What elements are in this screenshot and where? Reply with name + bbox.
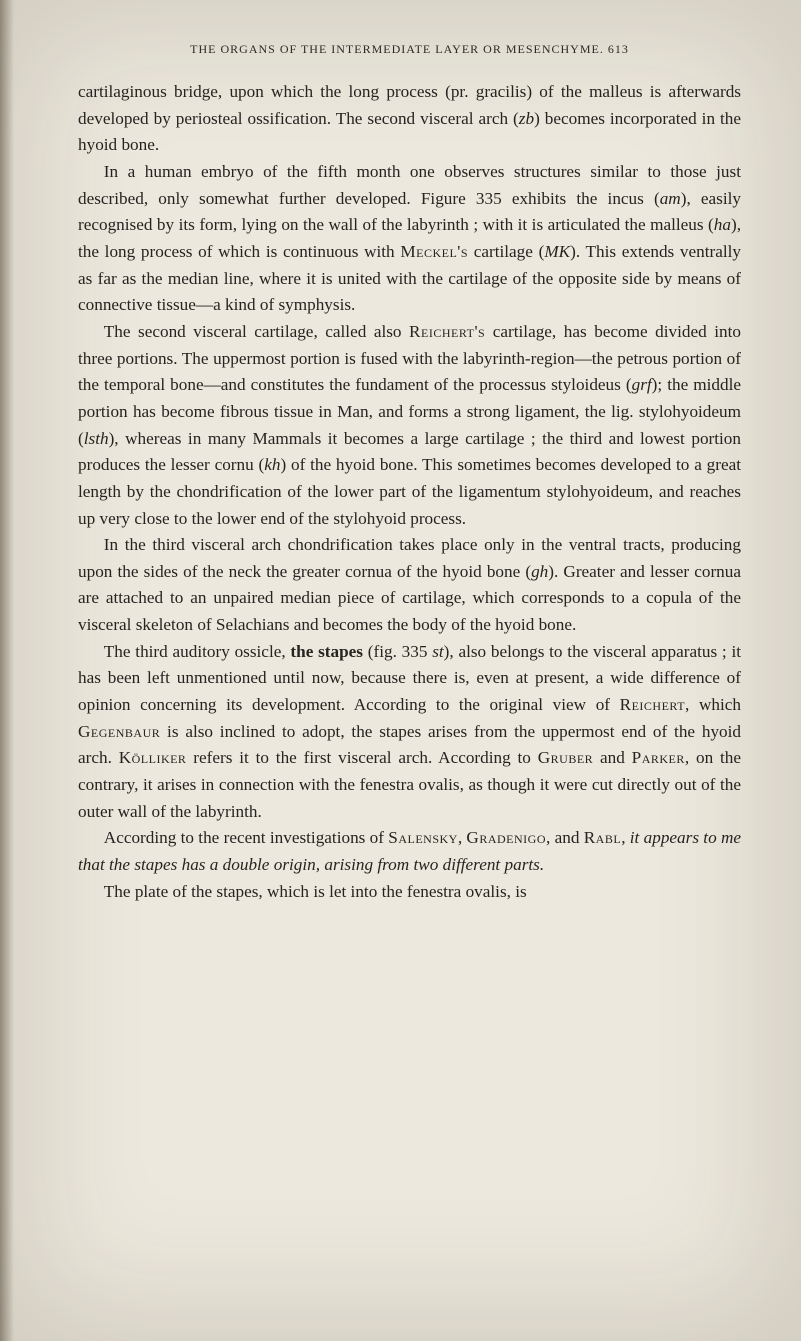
text: , <box>621 828 630 847</box>
abbrev-zb: zb <box>519 109 534 128</box>
text: , which <box>685 695 741 714</box>
paragraph-6: According to the recent investigations o… <box>78 825 741 878</box>
text: (fig. 335 <box>363 642 432 661</box>
abbrev-lsth: lsth <box>84 429 109 448</box>
abbrev-mk: MK <box>544 242 570 261</box>
name-reichert-2: Reichert <box>620 695 685 714</box>
abbrev-ha: ha <box>714 215 731 234</box>
name-kolliker: Kölliker <box>119 748 187 767</box>
name-salensky: Salensky <box>388 828 458 847</box>
paragraph-3: The second visceral cartilage, called al… <box>78 319 741 532</box>
body-text: cartilaginous bridge, upon which the lon… <box>78 79 741 905</box>
name-reichert: Reichert's <box>409 322 485 341</box>
page-header: THE ORGANS OF THE INTERMEDIATE LAYER OR … <box>78 42 741 57</box>
name-gruber: Gruber <box>538 748 593 767</box>
bold-stapes: the stapes <box>290 642 363 661</box>
paragraph-5: The third auditory ossicle, the stapes (… <box>78 639 741 826</box>
paragraph-7: The plate of the stapes, which is let in… <box>78 879 741 906</box>
name-meckel: Meckel's <box>400 242 468 261</box>
name-gegenbaur: Gegenbaur <box>78 722 160 741</box>
text: The second visceral cartilage, called al… <box>104 322 409 341</box>
text: and <box>593 748 631 767</box>
abbrev-grf: grf <box>632 375 652 394</box>
page-edge-shadow <box>0 0 14 1341</box>
paragraph-4: In the third visceral arch chondrificati… <box>78 532 741 639</box>
text: The plate of the stapes, which is let in… <box>104 882 527 901</box>
abbrev-st: st <box>432 642 443 661</box>
text: The third auditory ossicle, <box>104 642 291 661</box>
abbrev-kh: kh <box>264 455 280 474</box>
name-gradenigo: Gradenigo <box>466 828 546 847</box>
name-rabl: Rabl <box>584 828 621 847</box>
paragraph-2: In a human embryo of the fifth month one… <box>78 159 741 319</box>
text: refers it to the first visceral arch. Ac… <box>186 748 537 767</box>
abbrev-gh: gh <box>531 562 548 581</box>
abbrev-am: am <box>660 189 681 208</box>
paragraph-1: cartilaginous bridge, upon which the lon… <box>78 79 741 159</box>
text: In a human embryo of the fifth month one… <box>78 162 741 208</box>
text: According to the recent investigations o… <box>104 828 388 847</box>
name-parker: Parker <box>632 748 685 767</box>
text: cartilage ( <box>468 242 544 261</box>
text: , and <box>546 828 584 847</box>
